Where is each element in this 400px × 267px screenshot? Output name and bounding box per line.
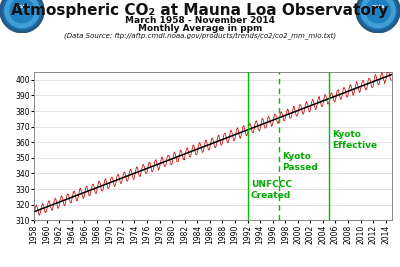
Text: UNFCCC
Created: UNFCCC Created	[251, 180, 292, 200]
Text: Atmospheric CO₂ at Mauna Loa Observatory: Atmospheric CO₂ at Mauna Loa Observatory	[11, 3, 389, 18]
Polygon shape	[0, 0, 44, 33]
Text: March 1958 - November 2014: March 1958 - November 2014	[125, 16, 275, 25]
Text: NOAA: NOAA	[371, 5, 385, 9]
Text: Monthly Average in ppm: Monthly Average in ppm	[138, 24, 262, 33]
Text: Kyoto
Passed: Kyoto Passed	[282, 152, 318, 172]
Polygon shape	[10, 0, 34, 23]
Text: NOAA: NOAA	[15, 5, 29, 9]
Polygon shape	[3, 0, 41, 30]
Polygon shape	[356, 0, 400, 33]
Polygon shape	[361, 0, 395, 28]
Text: (Data Source: ftp://aftp.cmdl.noaa.gov/products/trends/co2/co2_mm_mlo.txt): (Data Source: ftp://aftp.cmdl.noaa.gov/p…	[64, 32, 336, 39]
Polygon shape	[366, 0, 390, 23]
Text: Kyoto
Effective: Kyoto Effective	[332, 130, 378, 150]
Polygon shape	[5, 0, 39, 28]
Polygon shape	[359, 0, 397, 30]
